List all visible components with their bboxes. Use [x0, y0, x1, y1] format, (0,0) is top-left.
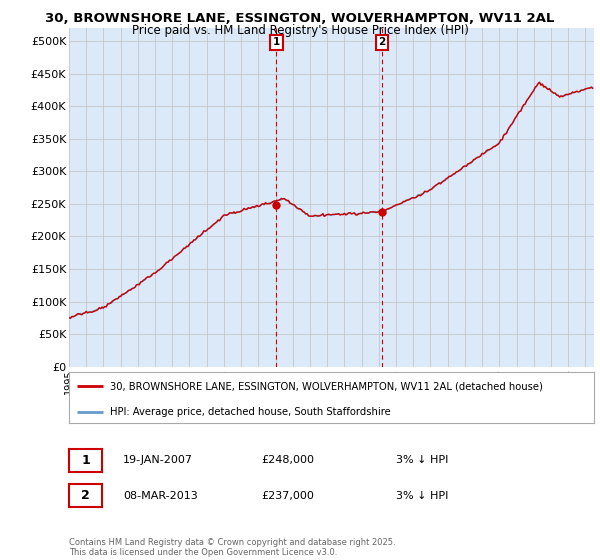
Text: Contains HM Land Registry data © Crown copyright and database right 2025.
This d: Contains HM Land Registry data © Crown c… — [69, 538, 395, 557]
Text: 30, BROWNSHORE LANE, ESSINGTON, WOLVERHAMPTON, WV11 2AL (detached house): 30, BROWNSHORE LANE, ESSINGTON, WOLVERHA… — [110, 381, 543, 391]
Text: £248,000: £248,000 — [261, 455, 314, 465]
Text: 1: 1 — [273, 38, 280, 48]
Text: HPI: Average price, detached house, South Staffordshire: HPI: Average price, detached house, Sout… — [110, 407, 391, 417]
Text: 2: 2 — [81, 489, 90, 502]
Text: £237,000: £237,000 — [261, 491, 314, 501]
Text: 08-MAR-2013: 08-MAR-2013 — [123, 491, 198, 501]
Text: 3% ↓ HPI: 3% ↓ HPI — [396, 455, 448, 465]
Text: 3% ↓ HPI: 3% ↓ HPI — [396, 491, 448, 501]
Text: 30, BROWNSHORE LANE, ESSINGTON, WOLVERHAMPTON, WV11 2AL: 30, BROWNSHORE LANE, ESSINGTON, WOLVERHA… — [46, 12, 554, 25]
Text: 19-JAN-2007: 19-JAN-2007 — [123, 455, 193, 465]
Text: Price paid vs. HM Land Registry's House Price Index (HPI): Price paid vs. HM Land Registry's House … — [131, 24, 469, 36]
Text: 2: 2 — [379, 38, 386, 48]
Text: 1: 1 — [81, 454, 90, 467]
